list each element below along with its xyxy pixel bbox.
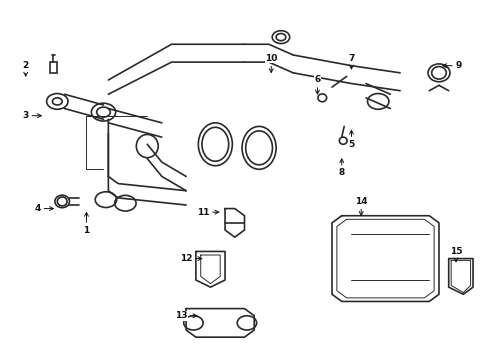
Text: 11: 11 (197, 208, 218, 217)
Text: 6: 6 (314, 76, 320, 94)
Text: 3: 3 (22, 111, 41, 120)
Text: 1: 1 (83, 212, 89, 234)
Text: 5: 5 (347, 130, 354, 149)
Text: 10: 10 (264, 54, 277, 73)
Text: 7: 7 (347, 54, 354, 69)
Text: 12: 12 (180, 254, 202, 263)
Text: 2: 2 (22, 61, 29, 76)
Text: 4: 4 (35, 204, 53, 213)
Text: 14: 14 (354, 197, 367, 215)
Text: 13: 13 (175, 311, 197, 320)
Text: 15: 15 (449, 247, 461, 262)
Text: 9: 9 (442, 61, 461, 70)
Text: 8: 8 (338, 159, 344, 177)
